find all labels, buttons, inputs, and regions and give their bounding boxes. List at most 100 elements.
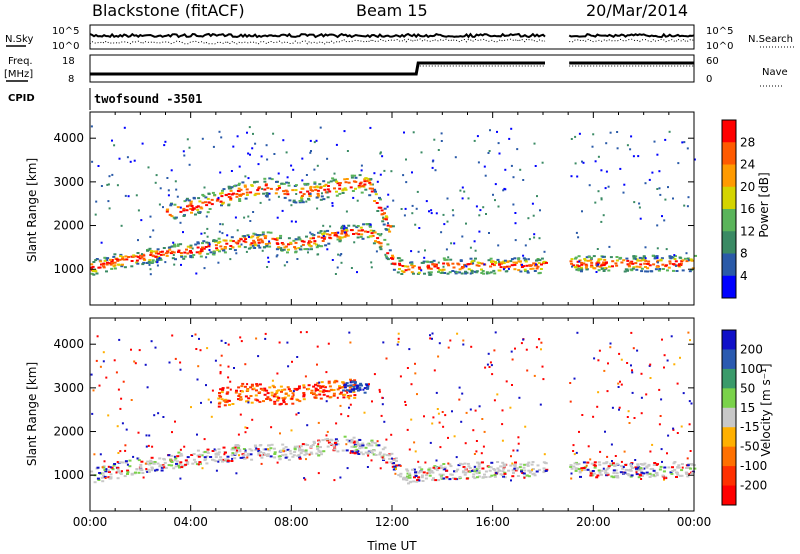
- scatter-cell: [470, 262, 473, 265]
- scatter-cell: [359, 181, 363, 184]
- scatter-cell: [570, 138, 573, 140]
- scatter-cell: [382, 216, 385, 219]
- scatter-cell: [363, 387, 367, 390]
- scatter-cell: [349, 394, 352, 397]
- scatter-cell: [463, 462, 467, 465]
- scatter-cell: [458, 268, 462, 271]
- scatter-cell: [458, 462, 462, 465]
- scatter-cell: [274, 192, 278, 195]
- scatter-cell: [309, 139, 312, 142]
- scatter-cell: [277, 246, 281, 249]
- scatter-cell: [237, 187, 241, 190]
- scatter-cell: [656, 259, 660, 262]
- scatter-cell: [352, 385, 356, 388]
- scatter-cell: [210, 415, 213, 418]
- scatter-cell: [443, 468, 447, 471]
- scatter-cell: [378, 196, 381, 199]
- scatter-cell: [327, 242, 331, 245]
- scatter-cell: [365, 383, 369, 386]
- scatter-cell: [514, 347, 516, 350]
- scatter-cell: [245, 250, 248, 253]
- scatter-cell: [388, 230, 392, 233]
- scatter-cell: [316, 448, 320, 450]
- scatter-cell: [328, 385, 332, 388]
- scatter-cell: [541, 161, 544, 164]
- scatter-cell: [324, 390, 328, 393]
- scatter-cell: [106, 257, 110, 260]
- scatter-cell: [243, 246, 247, 249]
- scatter-cell: [118, 157, 121, 160]
- scatter-cell: [267, 444, 270, 447]
- scatter-cell: [342, 389, 346, 392]
- scatter-cell: [510, 258, 514, 261]
- scatter-cell: [152, 250, 156, 253]
- scatter-cell: [237, 182, 241, 185]
- scatter-cell: [368, 187, 372, 190]
- scatter-cell: [630, 269, 634, 272]
- scatter-cell: [128, 465, 132, 468]
- scatter-cell: [357, 450, 360, 453]
- scatter-cell: [304, 478, 307, 481]
- velocity-colorbar-label: Velocity [m s⁻¹]: [759, 363, 773, 456]
- scatter-cell: [321, 439, 325, 442]
- scatter-cell: [661, 338, 663, 341]
- scatter-cell: [319, 386, 323, 389]
- scatter-cell: [520, 342, 523, 345]
- scatter-cell: [257, 244, 260, 247]
- scatter-cell: [310, 452, 314, 455]
- scatter-cell: [264, 332, 267, 335]
- scatter-cell: [322, 393, 326, 396]
- scatter-cell: [522, 257, 526, 260]
- freq-tick-bottom: 8: [68, 74, 74, 85]
- scatter-cell: [261, 241, 265, 244]
- scatter-cell: [268, 245, 272, 248]
- scatter-cell: [194, 243, 198, 246]
- scatter-cell: [445, 476, 449, 479]
- scatter-cell: [451, 209, 454, 212]
- scatter-cell: [218, 250, 221, 253]
- scatter-cell: [361, 185, 365, 188]
- scatter-cell: [667, 466, 671, 469]
- scatter-cell: [166, 250, 170, 253]
- scatter-cell: [228, 248, 232, 250]
- scatter-cell: [510, 350, 513, 353]
- scatter-cell: [102, 474, 105, 477]
- scatter-cell: [305, 452, 309, 455]
- scatter-cell: [582, 262, 586, 265]
- scatter-cell: [172, 254, 175, 256]
- scatter-cell: [244, 449, 247, 452]
- scatter-cell: [129, 160, 132, 163]
- scatter-cell: [417, 460, 420, 463]
- scatter-cell: [105, 376, 108, 379]
- scatter-cell: [331, 177, 335, 180]
- scatter-cell: [299, 445, 303, 448]
- scatter-cell: [292, 454, 296, 457]
- scatter-cell: [137, 209, 140, 212]
- scatter-cell: [647, 260, 651, 263]
- scatter-cell: [358, 384, 362, 387]
- scatter-cell: [677, 162, 680, 165]
- scatter-cell: [348, 439, 352, 442]
- scatter-cell: [626, 144, 629, 147]
- scatter-cell: [395, 460, 398, 462]
- scatter-cell: [305, 248, 309, 250]
- scatter-cell: [252, 232, 256, 235]
- scatter-cell: [600, 469, 604, 472]
- scatter-cell: [353, 379, 357, 382]
- scatter-cell: [267, 449, 271, 452]
- scatter-cell: [238, 200, 242, 202]
- scatter-cell: [191, 256, 194, 259]
- scatter-cell: [340, 253, 343, 255]
- scatter-cell: [630, 135, 633, 138]
- scatter-cell: [142, 476, 145, 479]
- scatter-cell: [412, 272, 415, 275]
- scatter-cell: [680, 474, 684, 477]
- colorbar-tick-label: 12: [740, 224, 755, 238]
- scatter-cell: [116, 470, 120, 473]
- scatter-cell: [578, 430, 580, 433]
- scatter-cell: [345, 178, 349, 180]
- scatter-cell: [489, 361, 492, 364]
- scatter-cell: [130, 399, 133, 401]
- scatter-cell: [219, 388, 223, 391]
- scatter-cell: [205, 455, 209, 458]
